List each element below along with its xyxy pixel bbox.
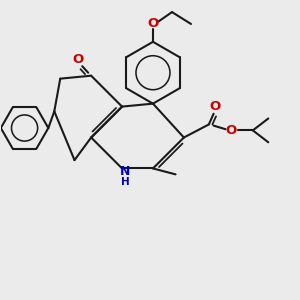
Text: O: O xyxy=(72,52,84,66)
Text: N: N xyxy=(120,165,130,178)
Text: H: H xyxy=(121,176,129,187)
Text: O: O xyxy=(226,124,237,137)
Text: O: O xyxy=(209,100,220,113)
Text: O: O xyxy=(147,17,159,31)
